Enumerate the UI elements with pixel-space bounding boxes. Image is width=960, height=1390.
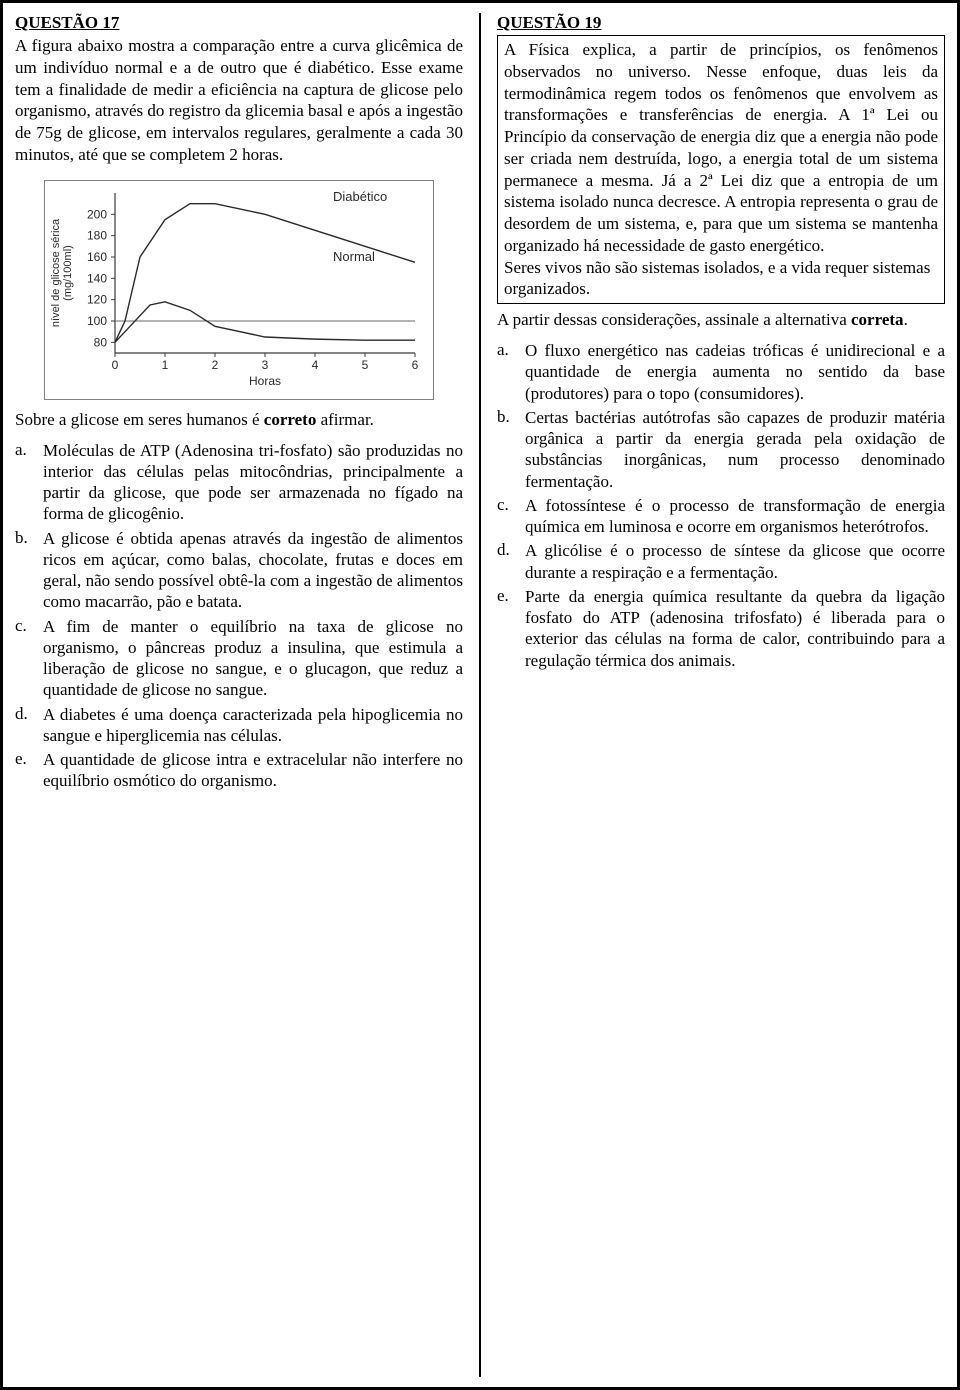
glucose-chart: 80 100 120 140 160 180 200 0 1 2 3 4 5 6 Horas nível de… — [44, 180, 434, 400]
option-letter: d. — [497, 540, 515, 583]
option-letter: e. — [15, 749, 33, 792]
q19-prompt-post: . — [904, 310, 908, 329]
q19-box: A Física explica, a partir de princípios… — [497, 35, 945, 304]
q17-opt-b: b.A glicose é obtida apenas através da i… — [15, 528, 463, 613]
svg-text:140: 140 — [87, 271, 107, 285]
svg-text:120: 120 — [87, 292, 107, 306]
q17-opt-e: e.A quantidade de glicose intra e extrac… — [15, 749, 463, 792]
q19-opt-a: a.O fluxo energético nas cadeias trófica… — [497, 340, 945, 404]
option-letter: b. — [497, 407, 515, 492]
q19-box-text: A Física explica, a partir de princípios… — [504, 39, 938, 257]
q19-opt-e: e.Parte da energia química resultante da… — [497, 586, 945, 671]
chart-svg: 80 100 120 140 160 180 200 0 1 2 3 4 5 6 Horas nível de… — [45, 181, 431, 397]
option-letter: b. — [15, 528, 33, 613]
option-text: A fim de manter o equilíbrio na taxa de … — [43, 616, 463, 701]
option-letter: d. — [15, 704, 33, 747]
option-text: A quantidade de glicose intra e extracel… — [43, 749, 463, 792]
left-column: QUESTÃO 17 A figura abaixo mostra a comp… — [15, 13, 463, 1377]
q17-options: a.Moléculas de ATP (Adenosina tri-fosfat… — [15, 440, 463, 792]
svg-text:Diabético: Diabético — [333, 189, 387, 204]
q17-opt-a: a.Moléculas de ATP (Adenosina tri-fosfat… — [15, 440, 463, 525]
svg-text:Normal: Normal — [333, 249, 375, 264]
option-text: O fluxo energético nas cadeias tróficas … — [525, 340, 945, 404]
q19-prompt-bold: correta — [851, 310, 904, 329]
option-letter: c. — [497, 495, 515, 538]
svg-text:6: 6 — [412, 358, 419, 372]
option-text: Certas bactérias autótrofas são capazes … — [525, 407, 945, 492]
q17-opt-d: d.A diabetes é uma doença caracterizada … — [15, 704, 463, 747]
svg-text:3: 3 — [262, 358, 269, 372]
svg-text:160: 160 — [87, 250, 107, 264]
svg-text:0: 0 — [112, 358, 119, 372]
option-text: A fotossíntese é o processo de transform… — [525, 495, 945, 538]
svg-text:4: 4 — [312, 358, 319, 372]
q19-title: QUESTÃO 19 — [497, 13, 945, 33]
q19-prompt: A partir dessas considerações, assinale … — [497, 310, 945, 330]
q19-prompt-pre: A partir dessas considerações, assinale … — [497, 310, 851, 329]
q19-options: a.O fluxo energético nas cadeias trófica… — [497, 340, 945, 671]
q19-opt-b: b.Certas bactérias autótrofas são capaze… — [497, 407, 945, 492]
page: QUESTÃO 17 A figura abaixo mostra a comp… — [0, 0, 960, 1390]
q19-opt-c: c.A fotossíntese é o processo de transfo… — [497, 495, 945, 538]
svg-text:180: 180 — [87, 228, 107, 242]
option-text: A glicólise é o processo de síntese da g… — [525, 540, 945, 583]
svg-text:2: 2 — [212, 358, 219, 372]
right-column: QUESTÃO 19 A Física explica, a partir de… — [497, 13, 945, 1377]
q19-opt-d: d.A glicólise é o processo de síntese da… — [497, 540, 945, 583]
q17-intro: A figura abaixo mostra a comparação entr… — [15, 35, 463, 166]
option-text: A diabetes é uma doença caracterizada pe… — [43, 704, 463, 747]
svg-text:Horas: Horas — [249, 374, 281, 388]
svg-text:100: 100 — [87, 314, 107, 328]
option-letter: e. — [497, 586, 515, 671]
svg-text:(mg/100ml): (mg/100ml) — [62, 245, 74, 301]
q17-prompt-post: afirmar. — [316, 410, 374, 429]
q17-opt-c: c.A fim de manter o equilíbrio na taxa d… — [15, 616, 463, 701]
q17-title: QUESTÃO 17 — [15, 13, 463, 33]
option-text: Moléculas de ATP (Adenosina tri-fosfato)… — [43, 440, 463, 525]
svg-text:200: 200 — [87, 207, 107, 221]
q17-prompt-bold: correto — [264, 410, 317, 429]
option-letter: a. — [497, 340, 515, 404]
q17-prompt-pre: Sobre a glicose em seres humanos é — [15, 410, 264, 429]
option-text: A glicose é obtida apenas através da ing… — [43, 528, 463, 613]
option-letter: a. — [15, 440, 33, 525]
q17-prompt: Sobre a glicose em seres humanos é corre… — [15, 410, 463, 430]
option-letter: c. — [15, 616, 33, 701]
option-text: Parte da energia química resultante da q… — [525, 586, 945, 671]
svg-text:nível de glicose sérica: nível de glicose sérica — [50, 218, 62, 327]
svg-text:5: 5 — [362, 358, 369, 372]
svg-text:1: 1 — [162, 358, 169, 372]
svg-text:80: 80 — [94, 335, 108, 349]
q19-box-text2: Seres vivos não são sistemas isolados, e… — [504, 257, 938, 301]
column-divider — [479, 13, 481, 1377]
